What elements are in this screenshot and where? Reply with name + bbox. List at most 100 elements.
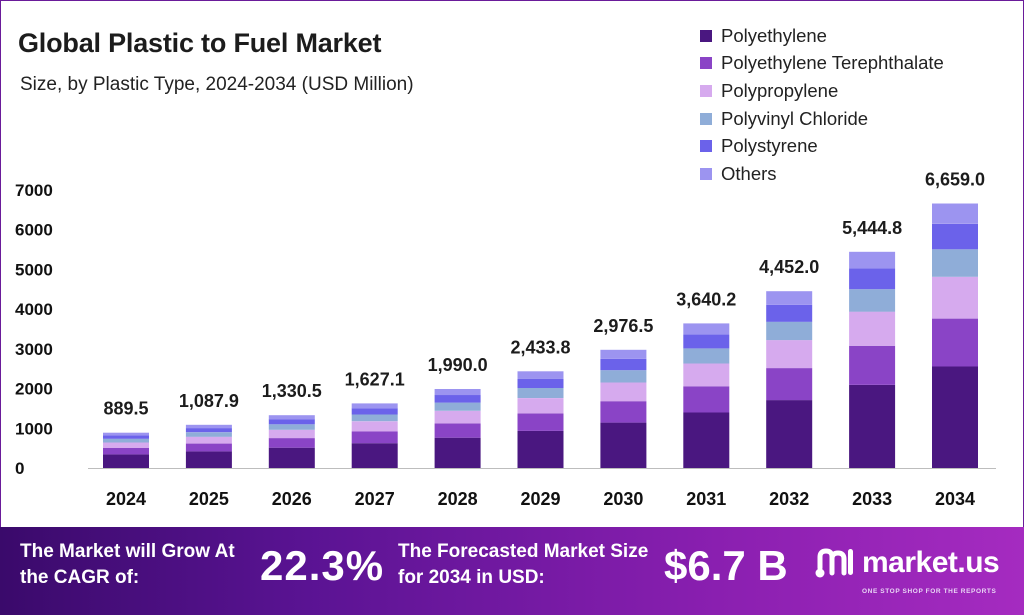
legend-swatch — [700, 112, 712, 125]
bar-segment — [517, 388, 564, 398]
bar-segment — [932, 223, 978, 250]
bar-segment — [849, 345, 896, 385]
legend-label: Polystyrene — [721, 135, 818, 157]
x-tick-label: 2024 — [106, 489, 146, 509]
bar-total-label: 2,433.8 — [510, 337, 570, 357]
bar-segment — [932, 366, 978, 468]
legend-item-others: Others — [700, 160, 944, 188]
bar-total-label: 2,976.5 — [593, 316, 653, 336]
bar-segment — [268, 424, 315, 430]
legend-swatch — [700, 29, 712, 42]
y-tick-label: 7000 — [15, 181, 53, 200]
x-tick-label: 2025 — [189, 489, 229, 509]
bar-segment — [103, 435, 149, 439]
brand-tagline: ONE STOP SHOP FOR THE REPORTS — [862, 588, 997, 595]
y-tick-label: 4000 — [15, 300, 53, 319]
y-tick-label: 5000 — [15, 260, 53, 279]
bar-segment — [849, 251, 896, 269]
bar-segment — [351, 443, 398, 468]
bar-total-label: 1,330.5 — [262, 381, 322, 401]
bar-segment — [766, 340, 813, 369]
bar-segment — [434, 402, 481, 411]
bar-segment — [766, 368, 813, 401]
bar-segment — [683, 412, 730, 468]
bar-total-label: 6,659.0 — [925, 170, 985, 190]
forecast-caption: The Forecasted Market Size for 2034 in U… — [398, 541, 649, 588]
legend-swatch — [700, 167, 712, 180]
legend-item-polyethylene: Polyethylene — [700, 22, 944, 50]
x-tick-label: 2027 — [355, 489, 395, 509]
x-tick-label: 2026 — [272, 489, 312, 509]
y-tick-label: 6000 — [15, 221, 53, 240]
y-tick-label: 1000 — [15, 419, 53, 438]
bar-segment — [185, 443, 232, 452]
legend-label: Polyvinyl Chloride — [721, 107, 869, 129]
bar-segment — [103, 432, 149, 436]
bar-total-label: 3,640.2 — [676, 289, 736, 309]
bar-segment — [185, 424, 232, 429]
bar-segment — [932, 249, 978, 277]
chart-subtitle: Size, by Plastic Type, 2024-2034 (USD Mi… — [20, 74, 414, 95]
legend-swatch — [700, 84, 712, 97]
forecast-value: $6.7 B — [664, 542, 788, 589]
bar-segment — [683, 386, 730, 413]
brand-logo: market.us — [812, 543, 1000, 583]
bar-segment — [268, 419, 315, 425]
bar-segment — [600, 370, 647, 383]
bar-segment — [600, 349, 647, 359]
cagr-value: 22.3% — [260, 542, 385, 589]
legend-item-polypropylene: Polypropylene — [700, 77, 944, 105]
bar-segment — [849, 289, 896, 312]
bar-segment — [517, 413, 564, 431]
bar-total-label: 1,990.0 — [428, 355, 488, 375]
bar-segment — [351, 403, 398, 409]
bar-segment — [351, 421, 398, 432]
bar-segment — [185, 451, 232, 468]
legend-swatch — [700, 140, 712, 153]
x-tick-label: 2032 — [769, 489, 809, 509]
legend-swatch — [700, 57, 712, 70]
stacked-bar-chart: 0 1000 2000 3000 4000 5000 6000 7000 889.5 2024 1,… — [15, 170, 996, 509]
bar-segment — [185, 432, 232, 437]
bar-segment — [600, 401, 647, 423]
bar-segment — [434, 410, 481, 424]
bar-total-label: 4,452.0 — [759, 257, 819, 277]
x-tick-label: 2028 — [438, 489, 478, 509]
legend: Polyethylene Polyethylene Terephthalate … — [700, 22, 944, 188]
bar-segment — [103, 442, 149, 448]
bar-segment — [932, 276, 978, 319]
x-tick-label: 2033 — [852, 489, 892, 509]
legend-item-pet: Polyethylene Terephthalate — [700, 50, 944, 78]
x-tick-label: 2029 — [520, 489, 560, 509]
bar-segment — [766, 304, 813, 322]
bar-segment — [434, 395, 481, 403]
bar-segment — [766, 321, 813, 341]
bar-segment — [683, 348, 730, 364]
x-tick-label: 2031 — [686, 489, 726, 509]
bar-segment — [932, 318, 978, 367]
bar-segment — [849, 311, 896, 346]
bar-segment — [849, 268, 896, 290]
legend-label: Polyethylene — [721, 24, 827, 46]
bar-segment — [434, 437, 481, 468]
legend-label: Polypropylene — [721, 79, 839, 101]
bar-total-label: 1,087.9 — [179, 391, 239, 411]
bar-segment — [434, 423, 481, 438]
bar-segment — [268, 447, 315, 468]
bar-segment — [517, 430, 564, 468]
bar-segment — [766, 291, 813, 305]
bar-segment — [517, 378, 564, 388]
bar-segment — [351, 408, 398, 415]
legend-label: Others — [721, 162, 777, 184]
y-tick-label: 2000 — [15, 380, 53, 399]
bar-segment — [268, 438, 315, 448]
legend-item-polystyrene: Polystyrene — [700, 132, 944, 160]
bar-segment — [351, 431, 398, 444]
brand-name: market.us — [862, 546, 1000, 579]
bar-total-label: 1,627.1 — [345, 369, 405, 389]
bar-segment — [849, 385, 896, 468]
bar-segment — [185, 436, 232, 444]
bar-segment — [517, 371, 564, 379]
bar-segment — [766, 400, 813, 468]
bar-segment — [683, 323, 730, 335]
